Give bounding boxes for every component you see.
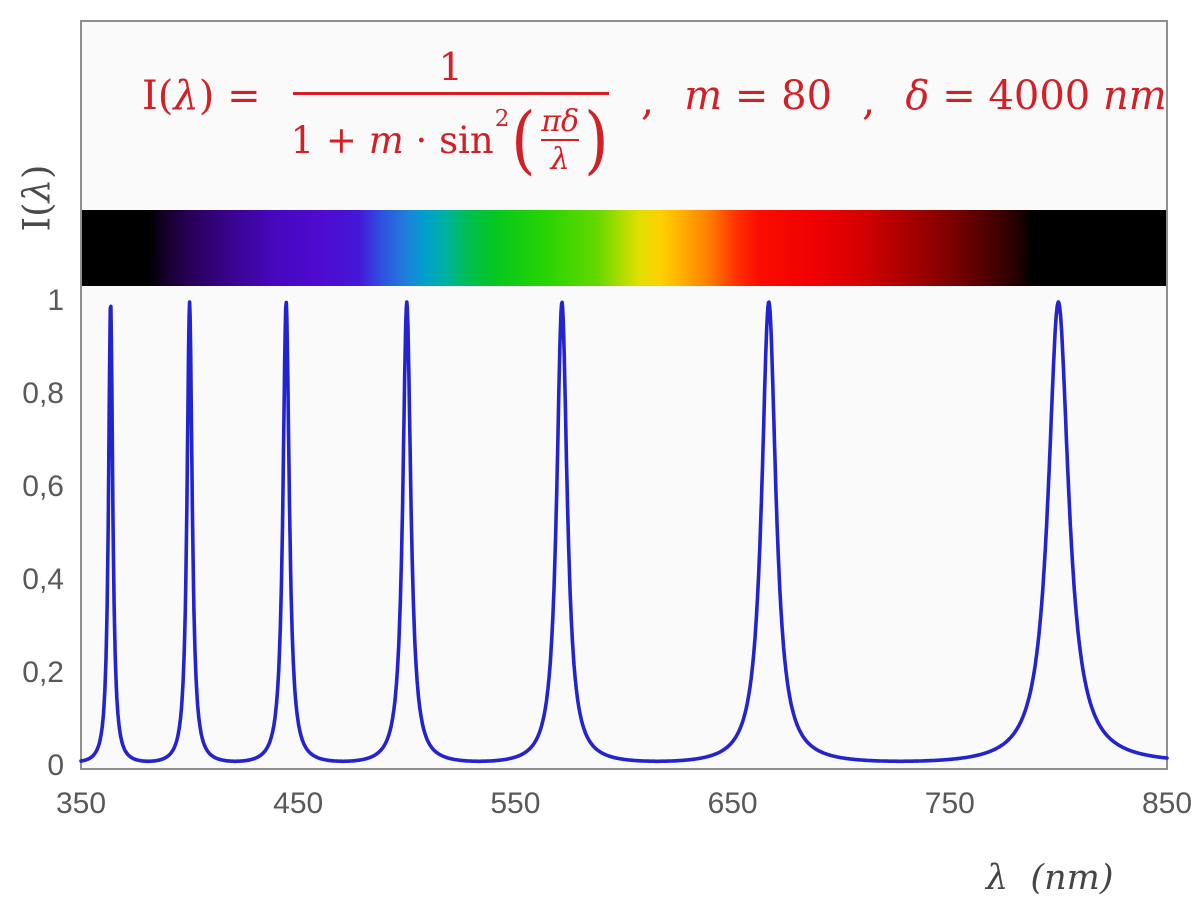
inner-numerator: πδ: [541, 103, 580, 139]
formula-equation: I(λ) = 1 1 + m · sin2 ( πδ λ ) , m = 80 …: [142, 44, 1167, 183]
x-tick-label: 350: [55, 787, 107, 820]
fraction-numerator: 1: [438, 45, 463, 89]
y-tick-label: 0,4: [22, 563, 64, 596]
denominator-text: 1 + m · sin2: [290, 106, 510, 162]
y-axis-title: I(λ): [15, 164, 59, 232]
y-tick-label: 0,8: [22, 377, 64, 410]
x-tick-label: 550: [490, 787, 541, 820]
fraction-denominator: 1 + m · sin2 ( πδ λ ): [291, 97, 611, 183]
x-tick-label: 750: [924, 787, 975, 820]
open-paren: (: [511, 97, 537, 183]
x-axis-title: λ (nm): [986, 858, 1114, 898]
inner-denominator: λ: [550, 141, 570, 177]
inner-fraction-bar: [541, 138, 580, 141]
param-delta: δ = 4000 nm: [905, 73, 1167, 119]
y-tick-label: 1: [47, 284, 64, 317]
y-tick-label: 0: [47, 749, 64, 782]
spectrum-bar: [82, 210, 1166, 286]
close-paren: ): [584, 97, 609, 183]
y-tick-label: 0,2: [22, 656, 64, 689]
formula-comma: ,: [862, 75, 876, 124]
y-tick-label: 0,6: [22, 470, 64, 503]
formula-comma: ,: [640, 75, 655, 124]
x-tick-label: 450: [273, 787, 324, 820]
formula-fraction: 1 1 + m · sin2 ( πδ λ ): [291, 44, 611, 183]
param-m: m = 80: [684, 73, 833, 119]
x-tick-label: 650: [707, 787, 758, 820]
formula-lhs: I(λ) =: [142, 73, 261, 119]
x-tick-label: 850: [1141, 787, 1193, 820]
fraction-bar: [292, 92, 609, 95]
inner-fraction: πδ λ: [541, 103, 580, 177]
